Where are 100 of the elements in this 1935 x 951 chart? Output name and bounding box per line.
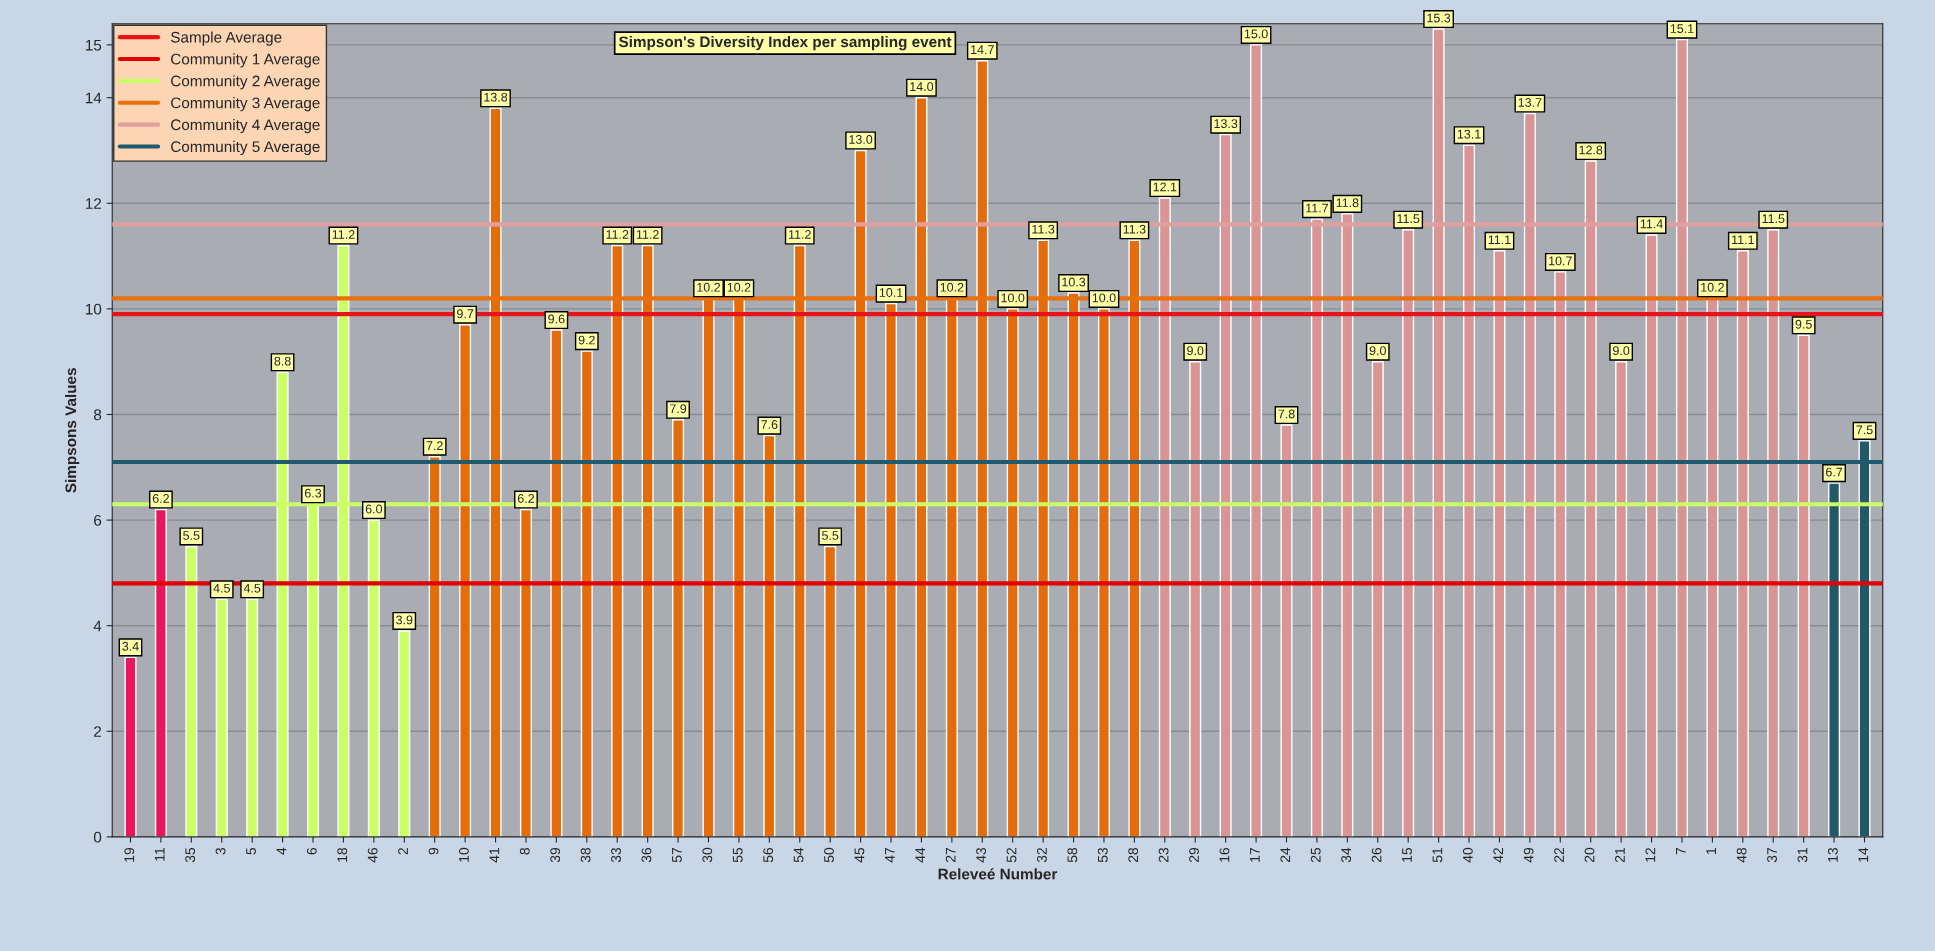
x-tick-label: 58 <box>1067 847 1078 863</box>
x-tick-label: 12 <box>1645 847 1656 862</box>
x-tick-label: 41 <box>489 847 500 863</box>
x-tick-label: 57 <box>672 847 682 863</box>
x-tick-label: 17 <box>1250 847 1260 862</box>
data-label: 11.7 <box>1306 203 1328 213</box>
x-tick-label: 20 <box>1584 847 1595 863</box>
x-tick-label: 21 <box>1615 847 1625 863</box>
data-label: 11.4 <box>1640 219 1663 229</box>
data-label: 3.4 <box>122 641 139 651</box>
data-label: 9.2 <box>578 335 595 345</box>
data-label: 5.5 <box>183 531 200 540</box>
data-label: 9.0 <box>1369 346 1386 356</box>
data-label: 14.0 <box>910 82 934 92</box>
x-tick-label: 48 <box>1736 847 1747 863</box>
y-tick-label: 10 <box>85 303 102 315</box>
x-tick-label: 24 <box>1280 847 1291 863</box>
data-label: 11.2 <box>606 230 629 239</box>
x-tick-label: 25 <box>1310 847 1321 863</box>
data-label: 11.1 <box>1488 235 1511 245</box>
data-label: 10.7 <box>1549 256 1572 266</box>
x-tick-label: 26 <box>1371 847 1382 863</box>
legend-label: Community 4 Average <box>171 118 320 134</box>
data-label: 12.8 <box>1579 145 1603 155</box>
y-tick-label: 12 <box>85 198 102 209</box>
data-label: 10.2 <box>727 282 751 292</box>
data-label: 11.2 <box>789 230 811 239</box>
data-label: 15.3 <box>1427 13 1451 23</box>
data-label: 7.6 <box>761 420 778 429</box>
data-label: 11.3 <box>1032 224 1055 234</box>
x-tick-label: 3 <box>215 847 226 855</box>
x-tick-label: 40 <box>1462 847 1473 863</box>
data-label: 11.2 <box>332 230 355 239</box>
x-tick-label: 51 <box>1432 847 1443 863</box>
data-label: 12.1 <box>1153 182 1177 192</box>
x-tick-label: 27 <box>945 847 956 863</box>
data-label: 7.2 <box>426 441 443 450</box>
data-label: 7.9 <box>670 404 687 414</box>
data-label: 3.9 <box>396 615 413 625</box>
x-tick-label: 1 <box>1706 847 1716 854</box>
legend-label: Community 3 Average <box>171 97 320 112</box>
data-label: 9.7 <box>457 309 474 319</box>
x-tick-label: 19 <box>124 847 135 862</box>
data-label: 5.5 <box>821 531 839 540</box>
x-tick-label: 6 <box>306 847 317 855</box>
x-tick-label: 14 <box>1858 847 1869 862</box>
data-label: 11.8 <box>1336 198 1359 208</box>
data-label: 11.5 <box>1397 214 1420 224</box>
x-tick-label: 37 <box>1767 847 1777 863</box>
data-label: 11.2 <box>636 230 659 239</box>
x-tick-label: 22 <box>1554 847 1564 863</box>
data-label: 10.0 <box>1001 293 1025 303</box>
x-tick-label: 2 <box>398 847 408 855</box>
x-tick-label: 34 <box>1341 847 1352 863</box>
data-label: 11.1 <box>1732 235 1754 245</box>
data-label: 10.2 <box>697 282 721 292</box>
x-tick-label: 54 <box>793 847 804 863</box>
x-tick-label: 30 <box>702 847 713 863</box>
x-tick-label: 10 <box>459 847 469 862</box>
x-tick-label: 16 <box>1219 847 1230 862</box>
x-tick-label: 56 <box>763 847 774 863</box>
data-label: 14.7 <box>971 45 994 54</box>
x-tick-label: 52 <box>1006 847 1017 863</box>
data-label: 10.1 <box>879 288 903 297</box>
x-axis-title: Releveé Number <box>938 868 1058 880</box>
data-label: 6.3 <box>304 488 322 498</box>
x-tick-label: 4 <box>276 847 287 855</box>
x-tick-label: 18 <box>337 847 348 862</box>
legend-label: Sample Average <box>170 31 282 46</box>
y-tick-label: 15 <box>85 39 102 51</box>
x-tick-label: 36 <box>641 847 652 863</box>
x-tick-label: 55 <box>732 847 743 863</box>
data-label: 4.5 <box>213 583 230 593</box>
x-tick-label: 42 <box>1493 847 1504 863</box>
data-label: 6.7 <box>1826 467 1843 477</box>
x-tick-label: 13 <box>1827 847 1838 862</box>
x-tick-label: 28 <box>1128 847 1139 863</box>
data-label: 6.2 <box>152 494 169 503</box>
data-label: 7.8 <box>1278 409 1295 419</box>
x-tick-label: 8 <box>519 847 530 855</box>
y-tick-label: 0 <box>93 831 102 843</box>
x-tick-label: 47 <box>885 847 895 863</box>
data-label: 11.5 <box>1762 214 1785 224</box>
data-label: 10.3 <box>1062 277 1086 287</box>
data-label: 13.0 <box>849 135 873 144</box>
x-tick-label: 53 <box>1097 847 1108 863</box>
data-label: 8.8 <box>274 356 291 366</box>
legend-label: Community 1 Average <box>171 53 320 68</box>
x-tick-label: 43 <box>976 847 987 863</box>
data-label: 6.0 <box>365 504 383 514</box>
legend-label: Community 2 Average <box>171 75 320 90</box>
x-tick-label: 31 <box>1797 847 1808 863</box>
data-label: 15.1 <box>1670 24 1694 33</box>
data-label: 9.6 <box>548 314 565 324</box>
x-tick-label: 9 <box>428 847 439 855</box>
x-tick-label: 7 <box>1676 847 1686 855</box>
data-label: 13.1 <box>1457 129 1481 139</box>
data-label: 10.2 <box>940 282 964 292</box>
data-label: 13.7 <box>1518 98 1542 107</box>
data-label: 10.0 <box>1092 293 1116 303</box>
